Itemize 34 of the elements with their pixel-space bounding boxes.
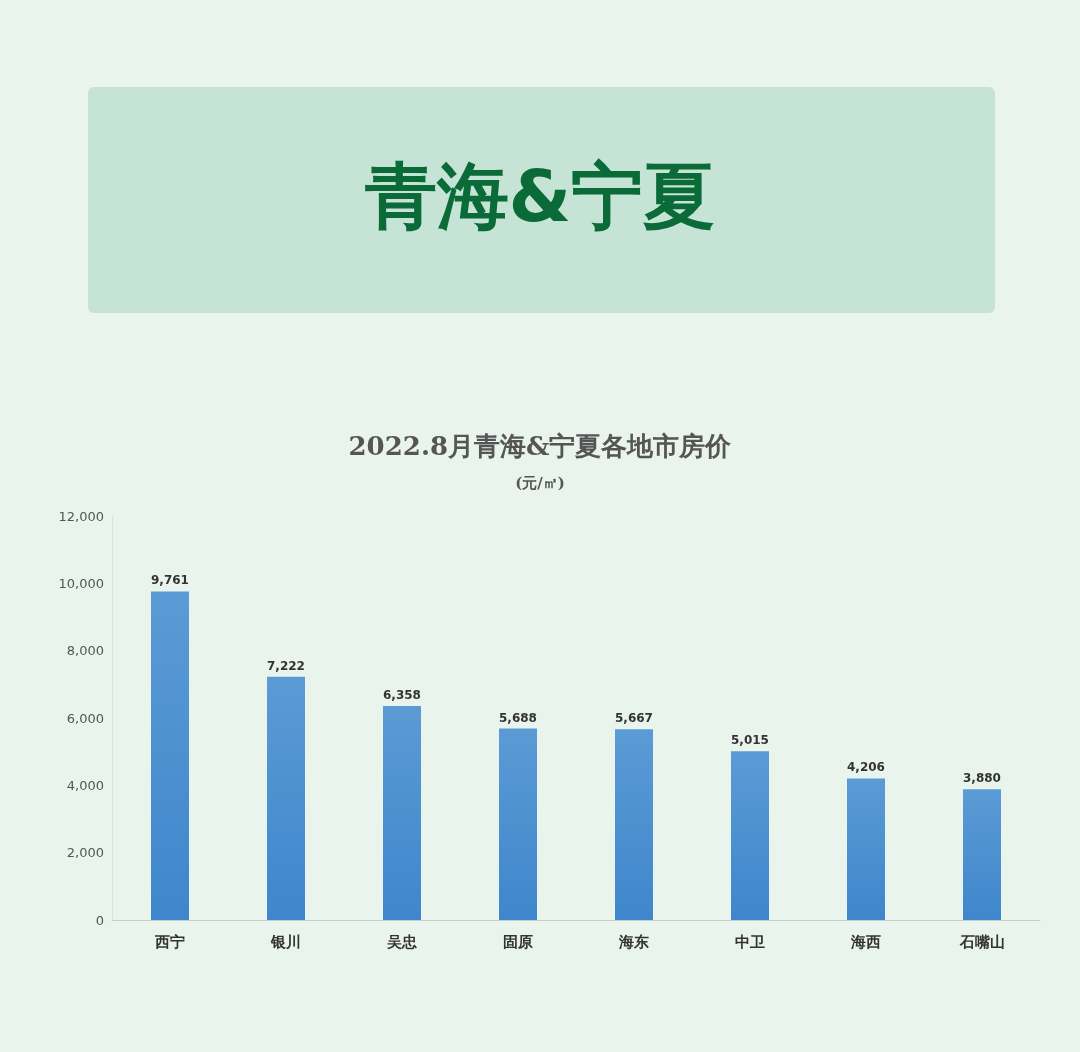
x-tick-label: 海西 (850, 932, 881, 951)
y-tick-label: 12,000 (58, 508, 104, 524)
x-tick-label: 石嘴山 (958, 932, 1005, 951)
text: (元/㎡) (515, 473, 565, 492)
data-label: 4,206 (847, 760, 885, 775)
x-tick-label: 银川 (270, 932, 301, 951)
data-label: 9,761 (151, 573, 189, 588)
y-tick-label: 4,000 (66, 777, 104, 793)
y-tick-label: 8,000 (66, 643, 104, 659)
chart-subtitle: 2022.8月青海&宁夏各地市房价 (348, 431, 733, 461)
bar (847, 778, 885, 920)
x-tick-label: 海东 (618, 932, 649, 951)
bar (151, 591, 189, 920)
chart-title: 青海&宁夏 (363, 154, 716, 238)
data-label: 5,667 (615, 711, 653, 726)
data-label: 6,358 (383, 687, 421, 702)
x-tick-label: 固原 (503, 932, 533, 951)
y-tick-label: 2,000 (66, 845, 104, 861)
y-tick-label: 0 (95, 912, 104, 928)
data-label: 5,688 (499, 710, 537, 725)
x-tick-label: 中卫 (735, 932, 765, 951)
bar (615, 729, 653, 920)
data-label: 5,015 (731, 733, 769, 748)
data-label: 3,880 (963, 771, 1001, 786)
data-label: 7,222 (267, 658, 305, 673)
x-tick-label: 吴忠 (386, 932, 417, 951)
bar (731, 751, 769, 920)
y-tick-label: 6,000 (66, 710, 104, 726)
x-tick-label: 西宁 (154, 932, 185, 951)
y-tick-label: 10,000 (58, 575, 104, 591)
bar (267, 676, 305, 920)
bar (963, 789, 1001, 920)
bar (383, 705, 421, 920)
bar (499, 728, 537, 920)
